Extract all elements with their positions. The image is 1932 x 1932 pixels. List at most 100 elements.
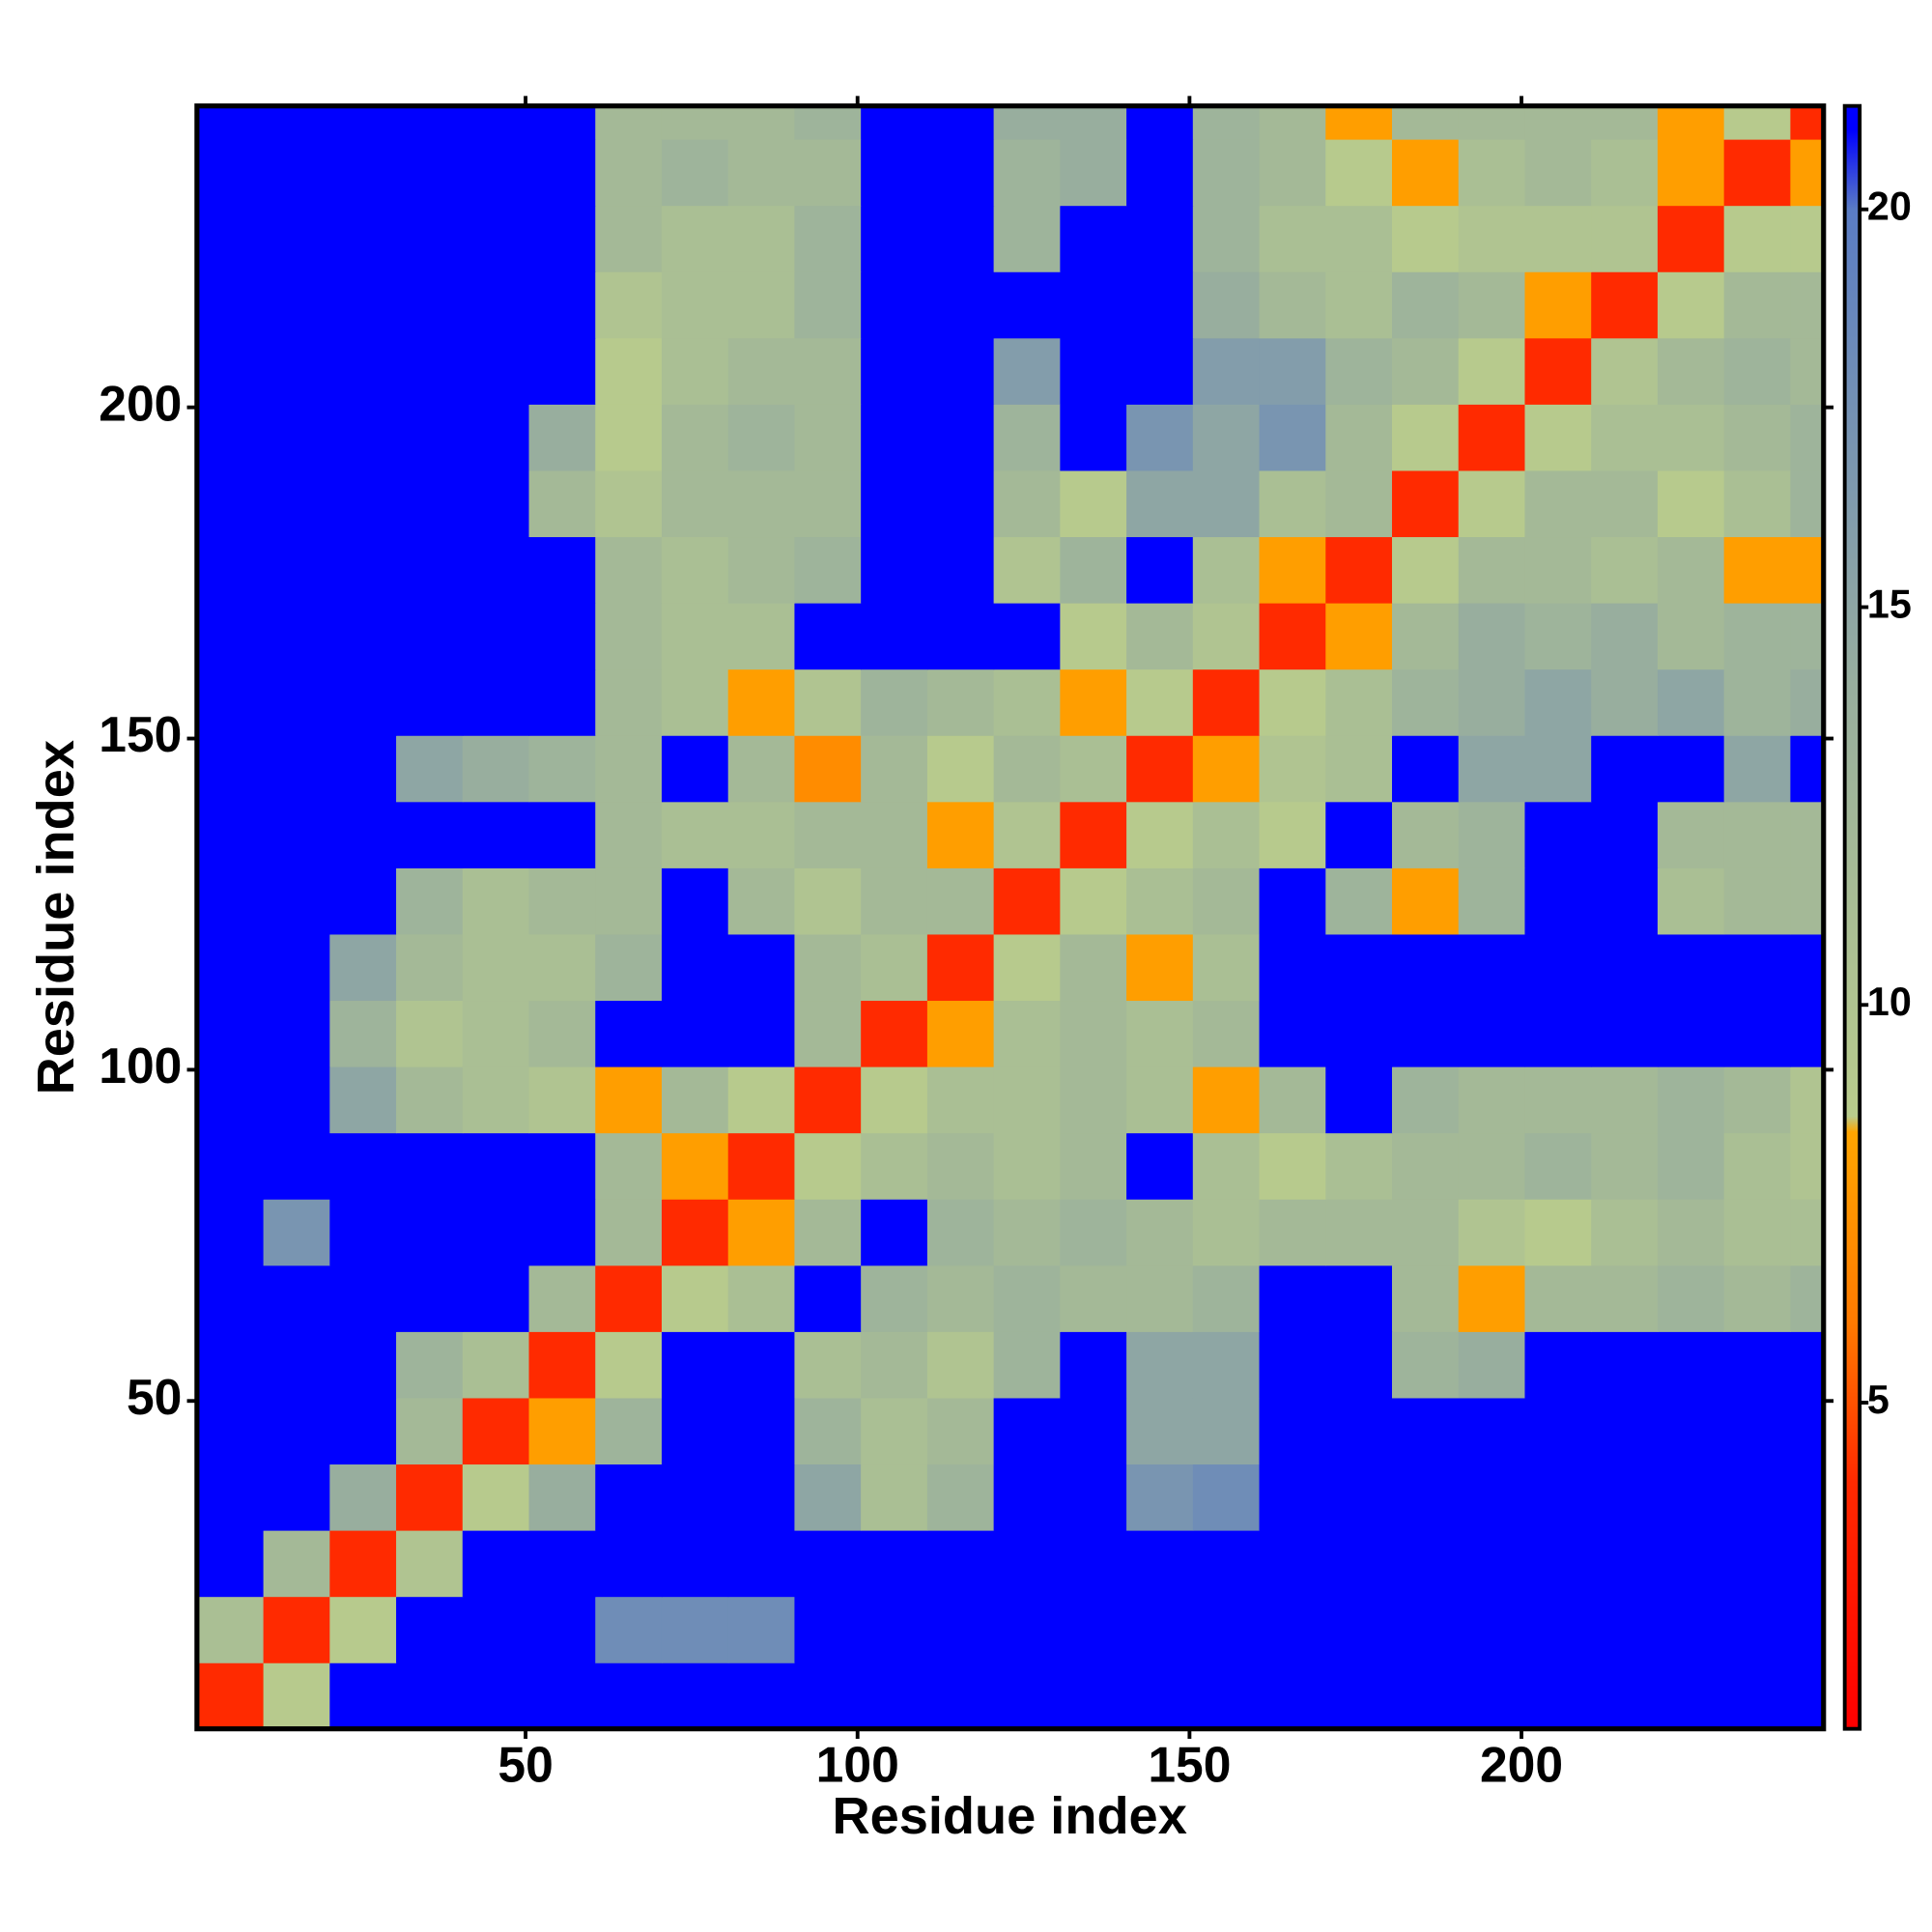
heatmap-cell [462, 933, 530, 1002]
heatmap-cell [1126, 1132, 1194, 1200]
heatmap-cell [462, 1596, 530, 1663]
heatmap-cell [1325, 138, 1393, 207]
heatmap-cell [528, 1596, 596, 1663]
heatmap-cell [1325, 668, 1393, 736]
heatmap-cell [1126, 105, 1194, 140]
y-tick-label: 150 [99, 706, 182, 762]
heatmap-cell [1790, 867, 1824, 935]
heatmap-cell [1259, 105, 1326, 140]
heatmap-cell [396, 469, 464, 538]
heatmap-cell [1723, 801, 1792, 868]
heatmap-cell [661, 105, 729, 140]
heatmap-cell [727, 337, 796, 405]
heatmap-cell [1192, 1331, 1261, 1399]
heatmap-cell [595, 1264, 663, 1332]
heatmap-cell [329, 801, 397, 868]
heatmap-cell [1126, 867, 1194, 935]
heatmap-cell [1325, 205, 1393, 272]
heatmap-cell [1126, 1596, 1194, 1663]
heatmap-cell [396, 735, 464, 803]
heatmap-cell [1790, 1264, 1824, 1332]
heatmap-cell [727, 1529, 796, 1598]
heatmap-cell [462, 735, 530, 803]
y-tick-label: 50 [127, 1369, 182, 1425]
heatmap-cell [1192, 867, 1261, 935]
heatmap-cell [926, 1529, 995, 1598]
heatmap-cell [1524, 933, 1592, 1002]
heatmap-cell [1524, 602, 1592, 670]
heatmap-cell [528, 337, 596, 405]
heatmap-cell [1192, 602, 1261, 670]
heatmap-cell [993, 404, 1061, 471]
heatmap-cell [926, 404, 995, 471]
heatmap-cell [1325, 1199, 1393, 1266]
heatmap-cell [993, 271, 1061, 339]
heatmap-cell [1458, 337, 1526, 405]
heatmap-cell [1790, 1529, 1824, 1598]
heatmap-cell [1591, 138, 1659, 207]
heatmap-cell [861, 536, 928, 604]
heatmap-cell [727, 1331, 796, 1399]
heatmap-cell [1790, 1132, 1824, 1200]
heatmap-cell [263, 1397, 330, 1465]
heatmap-cell [1657, 1331, 1725, 1399]
heatmap-cell [528, 933, 596, 1002]
heatmap-cell [1060, 1000, 1127, 1067]
heatmap-cell [329, 1529, 397, 1598]
heatmap-cell [1723, 404, 1792, 471]
heatmap-cell [196, 801, 265, 868]
heatmap-cell [1060, 1264, 1127, 1332]
heatmap-cell [528, 469, 596, 538]
heatmap-cell [1524, 1463, 1592, 1531]
heatmap-cell [263, 1000, 330, 1067]
heatmap-cell [329, 668, 397, 736]
heatmap-cell [1591, 404, 1659, 471]
heatmap-cell [1524, 536, 1592, 604]
heatmap-cell [1657, 337, 1725, 405]
heatmap-cell [926, 1199, 995, 1266]
heatmap-cell [329, 867, 397, 935]
heatmap-cell [1259, 205, 1326, 272]
heatmap-cell [1591, 1132, 1659, 1200]
heatmap-cell [1392, 1463, 1460, 1531]
heatmap-cell [329, 1132, 397, 1200]
x-tick-label: 200 [1480, 1737, 1563, 1793]
heatmap-cell [1126, 138, 1194, 207]
heatmap-cell [528, 1662, 596, 1729]
heatmap-cell [1524, 1596, 1592, 1663]
heatmap-cell [1060, 536, 1127, 604]
heatmap-cell [727, 469, 796, 538]
heatmap-cell [595, 205, 663, 272]
heatmap-cell [1657, 867, 1725, 935]
heatmap-cell [1723, 271, 1792, 339]
heatmap-cell [196, 536, 265, 604]
heatmap-cell [926, 1662, 995, 1729]
heatmap-cell [993, 867, 1061, 935]
heatmap-cell [1524, 469, 1592, 538]
heatmap-cell [794, 1397, 862, 1465]
heatmap-cell [396, 1596, 464, 1663]
heatmap-cell [794, 205, 862, 272]
heatmap-cell [1790, 205, 1824, 272]
heatmap-cell [1723, 1065, 1792, 1134]
heatmap-cell [794, 1199, 862, 1266]
heatmap-cell [1458, 1199, 1526, 1266]
heatmap-cell [1060, 1132, 1127, 1200]
heatmap-cell [1126, 933, 1194, 1002]
heatmap-cell [1723, 668, 1792, 736]
heatmap-cell [396, 801, 464, 868]
heatmap-cell [794, 602, 862, 670]
heatmap-cell [1259, 1331, 1326, 1399]
heatmap-cell [528, 1463, 596, 1531]
heatmap-cell [993, 1331, 1061, 1399]
heatmap-cell [1325, 1529, 1393, 1598]
heatmap-cell [1657, 404, 1725, 471]
heatmap-cell [1060, 1596, 1127, 1663]
heatmap-cell [727, 271, 796, 339]
heatmap-cell [1524, 105, 1592, 140]
heatmap-cell [263, 801, 330, 868]
heatmap-cell [1259, 1529, 1326, 1598]
heatmap-cell [329, 602, 397, 670]
heatmap-cell [396, 105, 464, 140]
heatmap-cell [462, 1132, 530, 1200]
